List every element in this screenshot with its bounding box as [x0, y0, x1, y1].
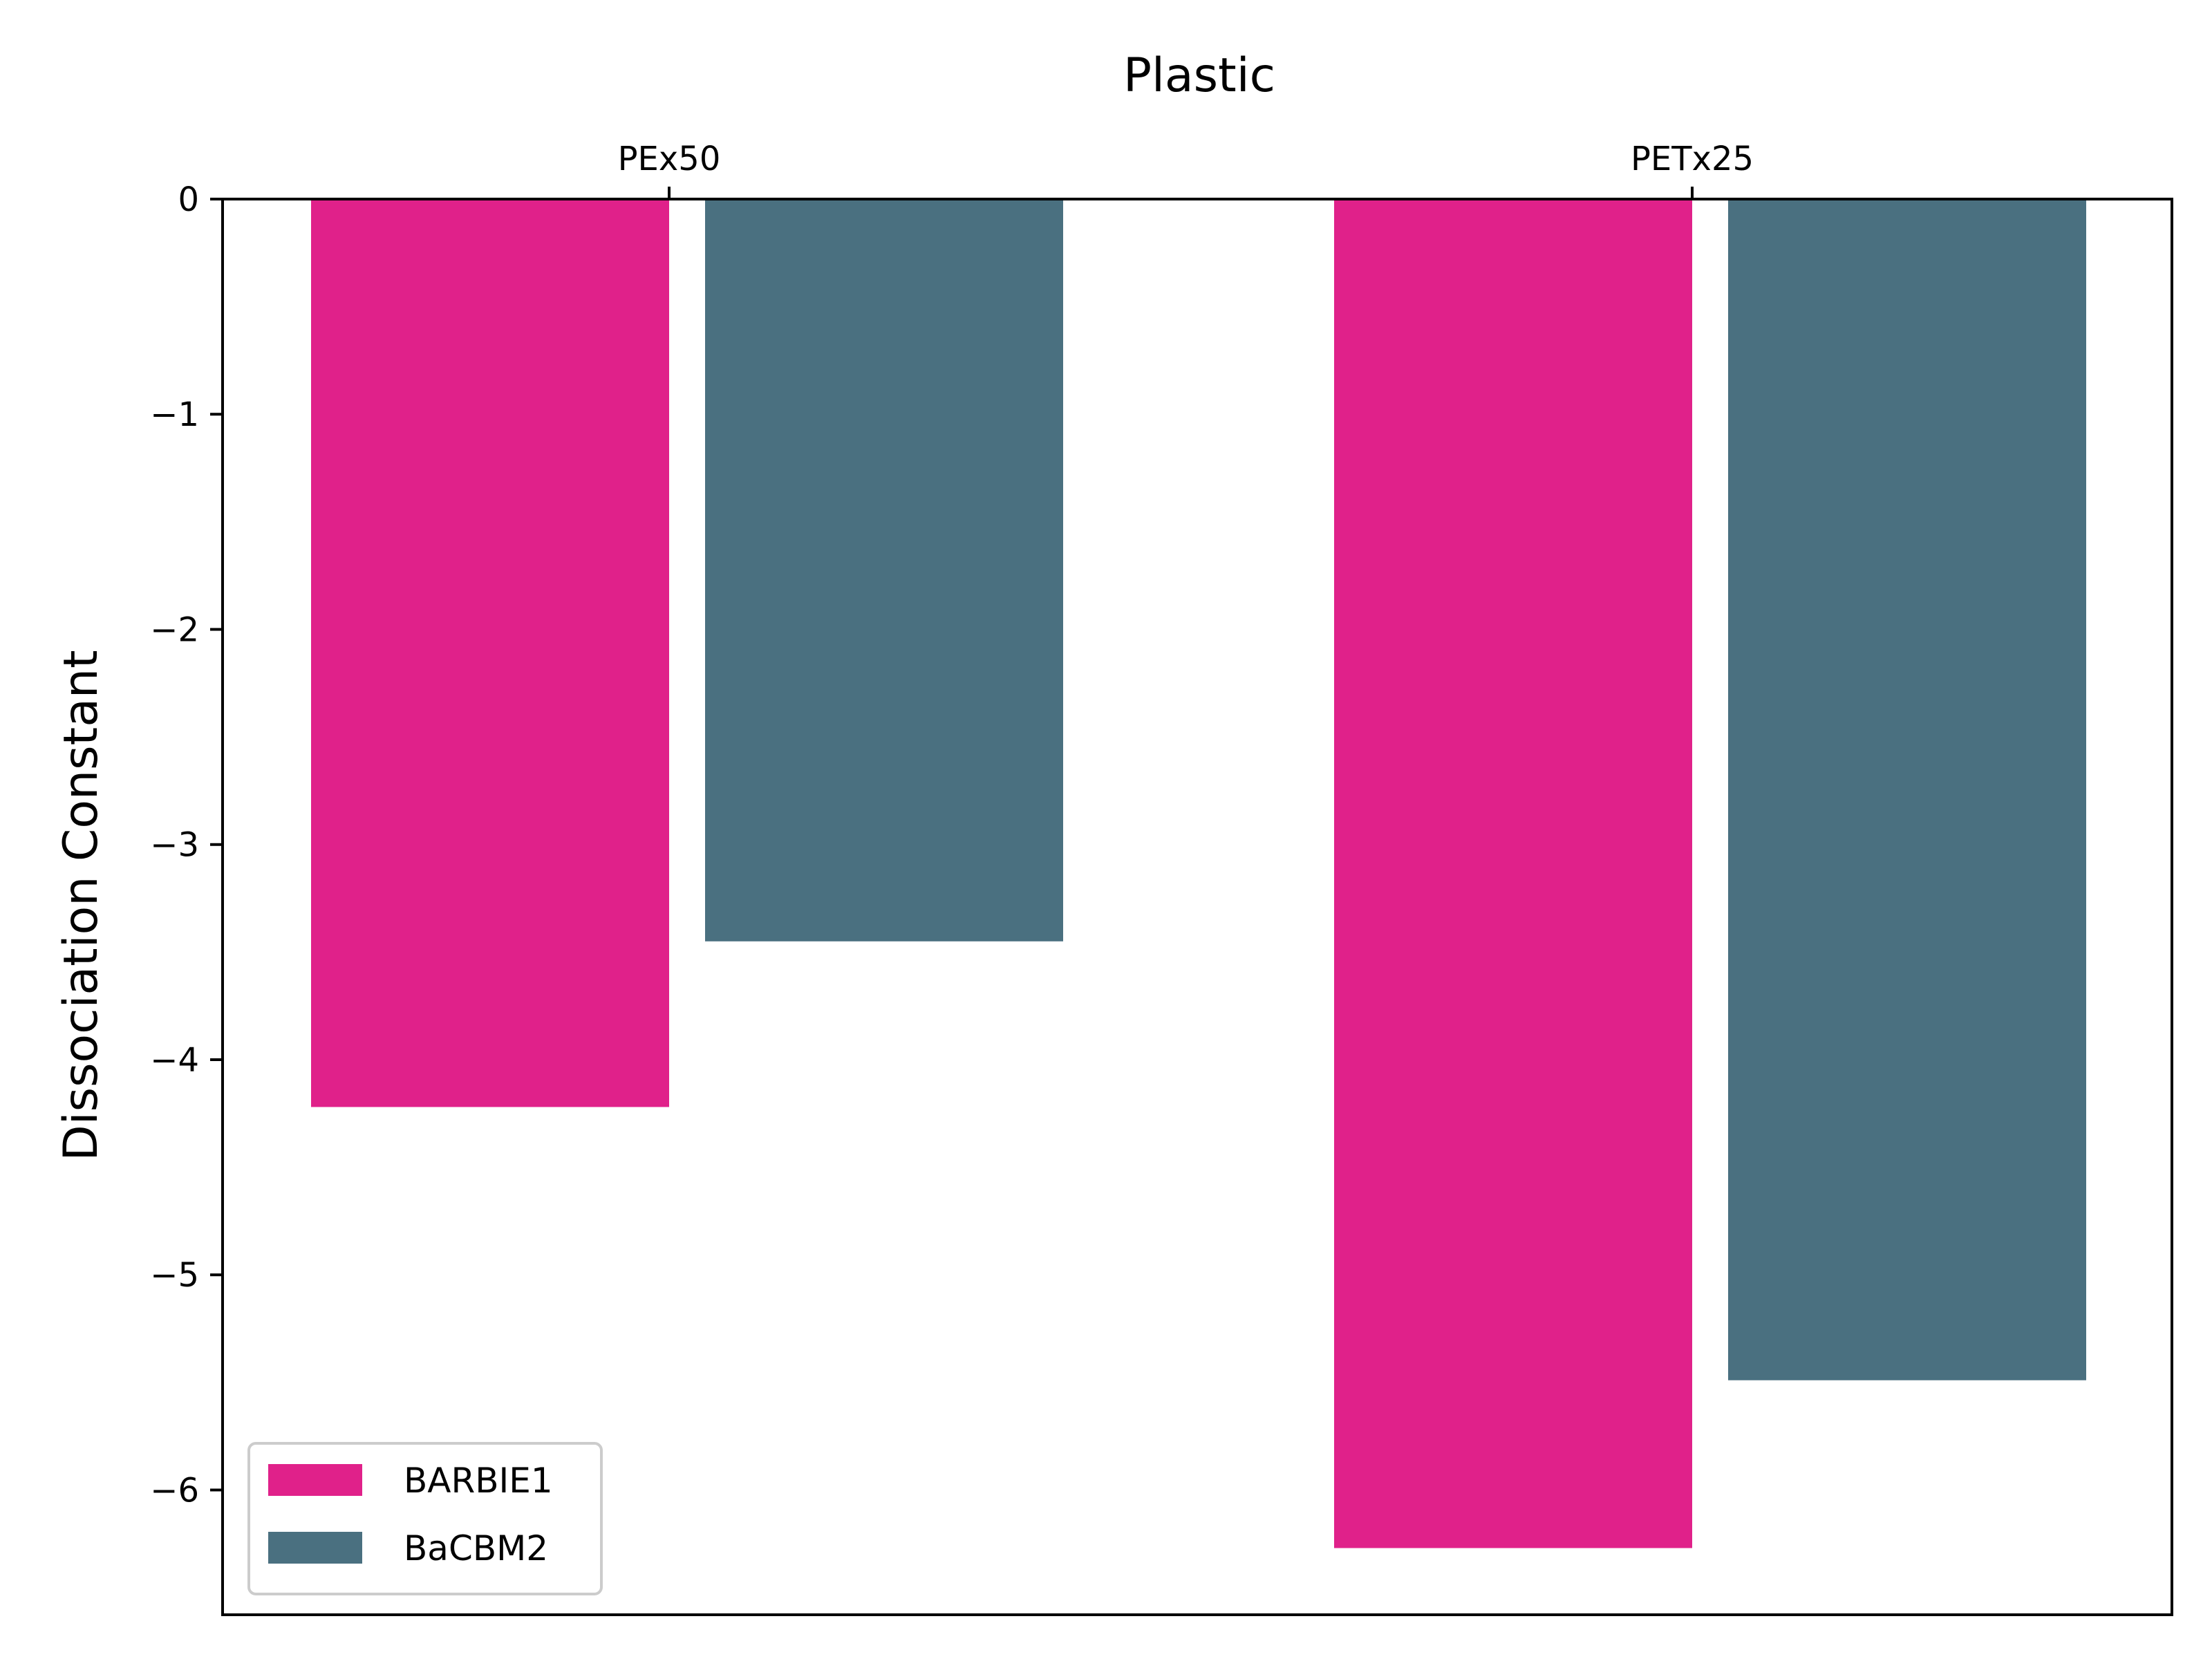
bar-bacbm2-pex50	[705, 199, 1063, 941]
y-tick-label: 0	[178, 180, 199, 219]
legend: BARBIE1 BaCBM2	[247, 1442, 603, 1595]
x-tick-label: PEx50	[618, 140, 721, 178]
bar-bacbm2-petx25	[1728, 199, 2086, 1380]
legend-label-barbie1: BARBIE1	[404, 1461, 553, 1501]
bar-barbie1-pex50	[311, 199, 669, 1107]
bar-barbie1-petx25	[1334, 199, 1692, 1548]
plot-frame	[221, 198, 2173, 1616]
y-tick-label: −1	[150, 395, 199, 434]
y-tick-label: −2	[150, 610, 199, 649]
y-tick-label: −6	[150, 1471, 199, 1510]
axes-layer: 0 −1 −2 −3 −4 −5 −6 PEx50 PETx25	[150, 140, 2173, 1616]
y-tick-label: −4	[150, 1041, 199, 1080]
y-tick-label: −3	[150, 826, 199, 865]
legend-swatch-bacbm2	[268, 1532, 362, 1564]
x-tick-label: PETx25	[1631, 140, 1754, 178]
y-tick-label: −5	[150, 1256, 199, 1295]
legend-label-bacbm2: BaCBM2	[404, 1528, 548, 1568]
x-axis-title: Plastic	[1123, 48, 1275, 103]
y-axis-title: Dissociation Constant	[54, 650, 109, 1161]
bars-layer	[311, 199, 2086, 1548]
legend-swatch-barbie1	[268, 1464, 362, 1496]
